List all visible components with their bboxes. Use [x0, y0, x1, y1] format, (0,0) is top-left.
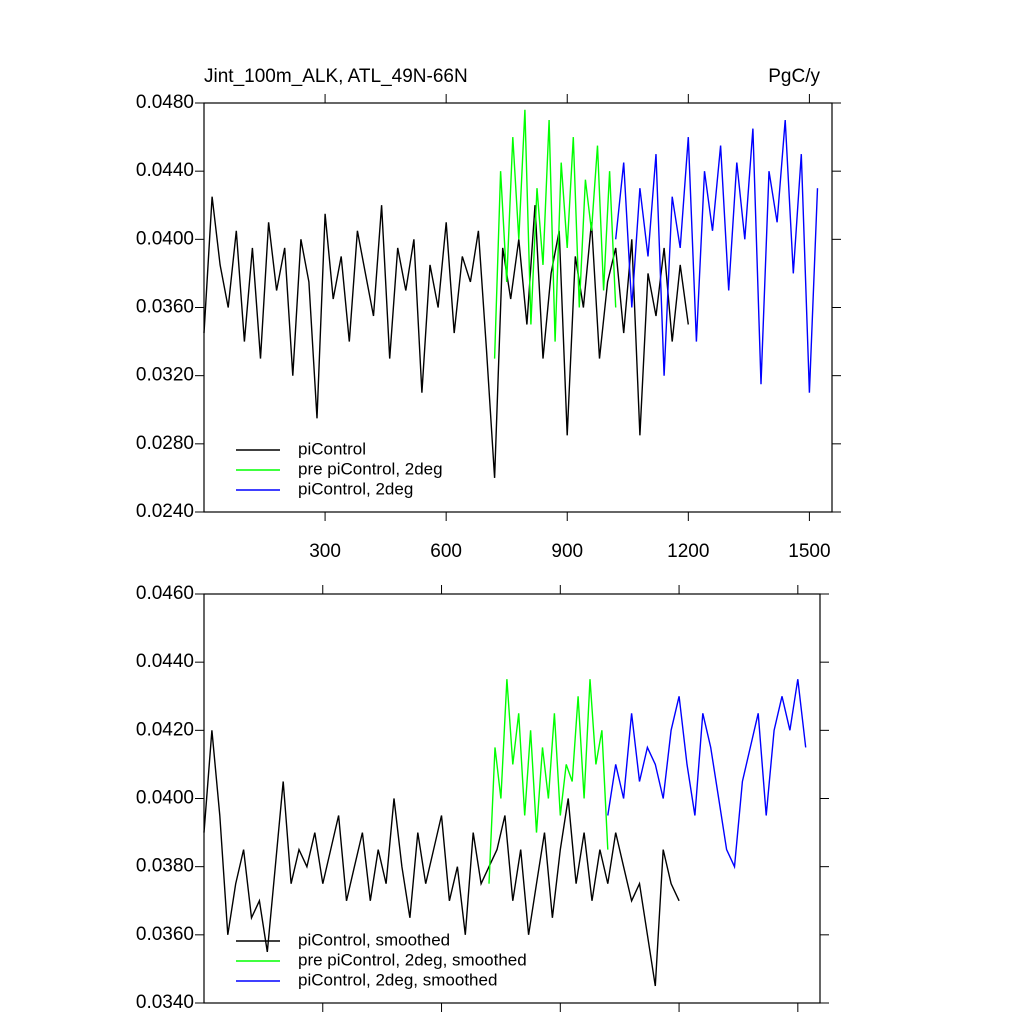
y-tick-label: 0.0440 [136, 651, 194, 672]
y-tick-label: 0.0460 [136, 583, 194, 604]
legend-label: piControl [298, 439, 366, 458]
legend-label: piControl, 2deg [298, 479, 413, 498]
y-tick-label: 0.0400 [136, 788, 194, 809]
x-tick-label: 1500 [788, 541, 830, 562]
y-tick-label: 0.0280 [136, 433, 194, 454]
legend-label: pre piControl, 2deg [298, 459, 443, 478]
y-tick-label: 0.0420 [136, 719, 194, 740]
y-tick-label: 0.0380 [136, 856, 194, 877]
y-tick-label: 0.0360 [136, 297, 194, 318]
units-label: PgC/y [768, 66, 820, 87]
y-tick-label: 0.0360 [136, 924, 194, 945]
series-line [488, 679, 609, 884]
y-tick-label: 0.0340 [136, 992, 194, 1013]
legend-label: piControl, 2deg, smoothed [298, 970, 497, 989]
series-line [203, 730, 680, 987]
legend-label: piControl, smoothed [298, 930, 450, 949]
y-tick-label: 0.0440 [136, 160, 194, 181]
y-tick-label: 0.0400 [136, 228, 194, 249]
y-tick-label: 0.0240 [136, 501, 194, 522]
x-tick-label: 600 [430, 541, 462, 562]
x-tick-label: 1200 [667, 541, 709, 562]
series-line [607, 679, 807, 870]
x-tick-label: 300 [309, 541, 341, 562]
legend-label: pre piControl, 2deg, smoothed [298, 950, 527, 969]
series-line [493, 109, 617, 359]
y-tick-label: 0.0480 [136, 92, 194, 113]
x-tick-label: 900 [551, 541, 583, 562]
series-line [615, 119, 819, 393]
series-line [203, 196, 689, 478]
plot-frame [203, 593, 821, 1004]
chart-title: Jint_100m_ALK, ATL_49N-66N [204, 66, 468, 87]
y-tick-label: 0.0320 [136, 365, 194, 386]
